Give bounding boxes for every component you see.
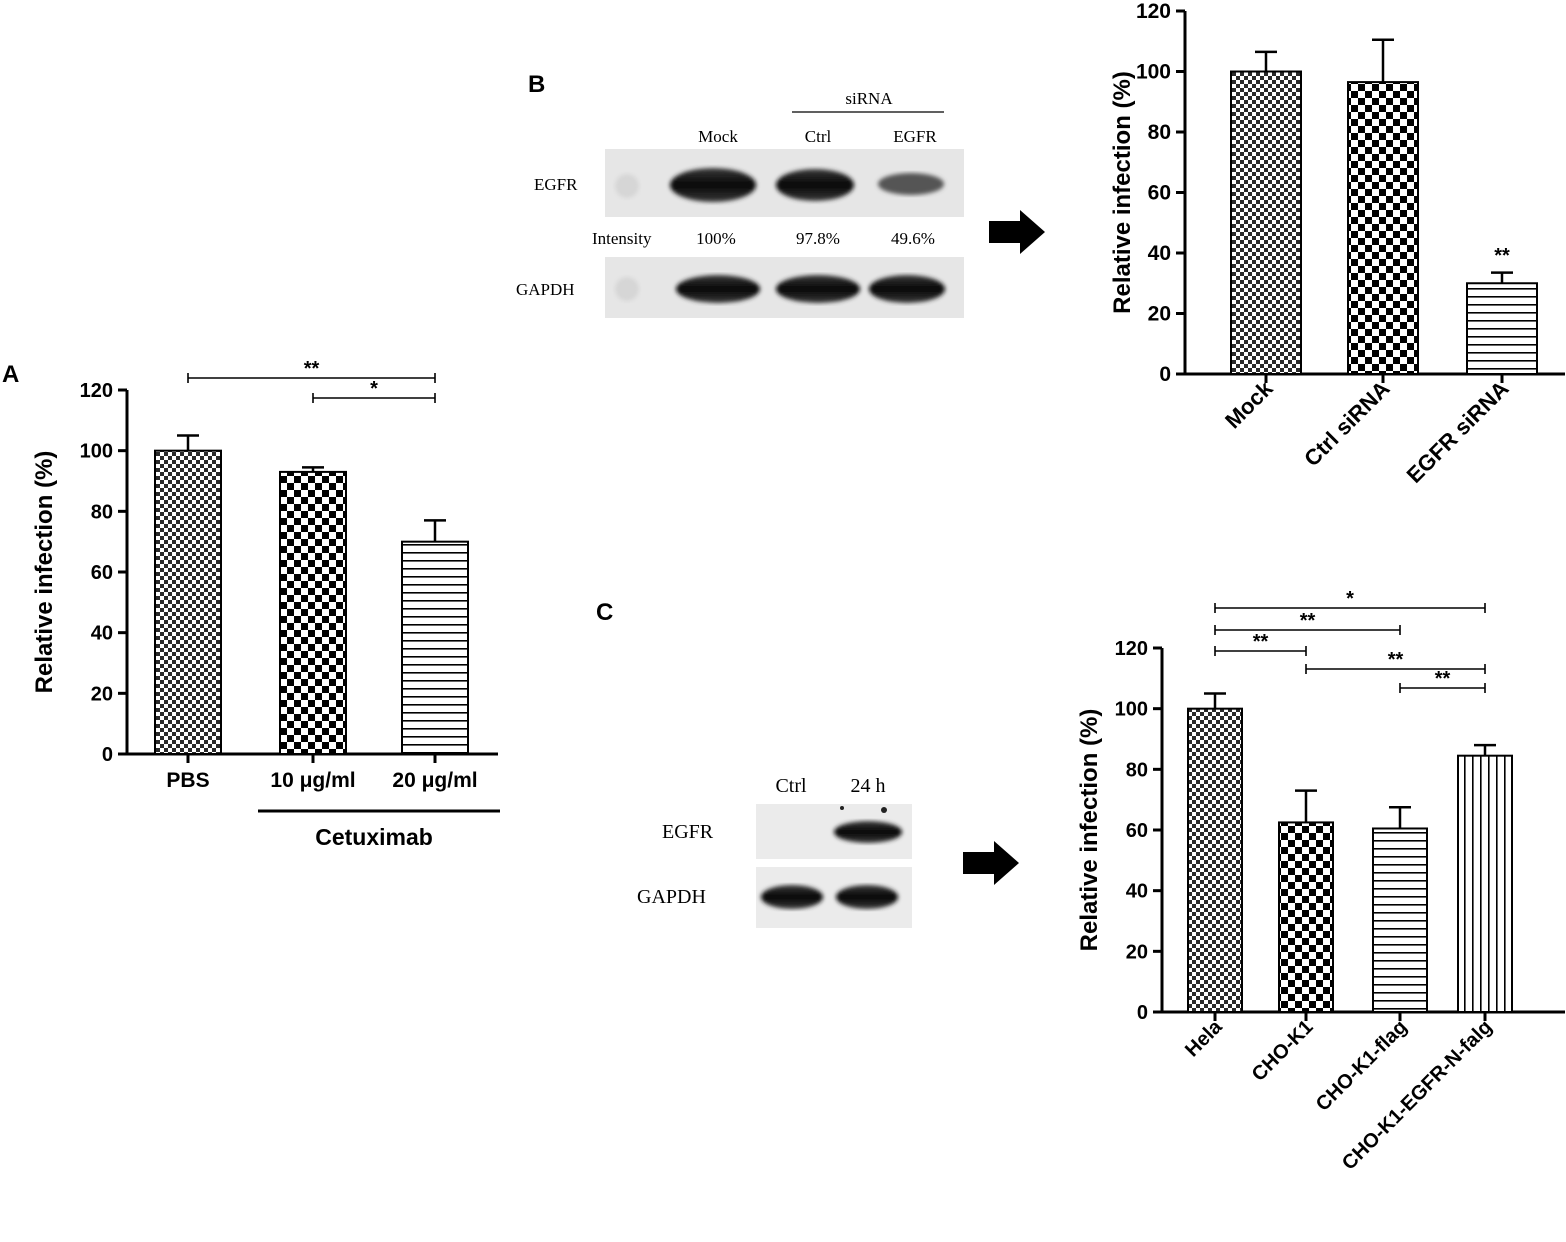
- blot-c-gapdh-band-ctrl: [761, 885, 823, 909]
- arrow-b-icon: [989, 210, 1045, 254]
- y-tick-label: 100: [1136, 61, 1171, 84]
- blot-c-speck: [840, 806, 844, 810]
- y-tick-label: 80: [1126, 759, 1148, 781]
- chart-b: 0 20 40 60 80 100 120 Relative infection (%) Moc…: [1109, 0, 1565, 488]
- blot-b-gapdh-band-egfr: [869, 275, 945, 303]
- panel-letter-c: C: [596, 599, 613, 626]
- bar: [1278, 821, 1334, 1014]
- x-tick-label: EGFR siRNA: [1402, 376, 1514, 488]
- blot-b-intensity-egfr: 49.6%: [891, 229, 935, 248]
- bar: [1187, 707, 1243, 1014]
- significance-label: **: [1388, 649, 1404, 671]
- blot-c-row-gapdh: GAPDH: [637, 886, 706, 908]
- y-tick-label: 80: [91, 501, 113, 523]
- blot-b-intensity-ctrl: 97.8%: [796, 229, 840, 248]
- blot-b-egfr-faint-band: [615, 174, 639, 198]
- western-blot-c: Ctrl 24 h EGFR GAPDH: [637, 775, 912, 928]
- y-tick-label: 0: [102, 744, 113, 766]
- blot-b-lane-egfr: EGFR: [893, 127, 937, 146]
- blot-c-lane-ctrl: Ctrl: [775, 775, 807, 797]
- x-tick-label: Hela: [1181, 1015, 1227, 1061]
- y-tick-label: 20: [1126, 941, 1148, 963]
- y-tick-label: 100: [1115, 699, 1148, 721]
- blot-b-row-gapdh: GAPDH: [516, 280, 575, 299]
- y-tick-label: 40: [91, 623, 113, 645]
- blot-b-row-egfr: EGFR: [534, 175, 578, 194]
- blot-b-intensity-mock: 100%: [696, 229, 736, 248]
- blot-c-gapdh-band-24h: [836, 885, 898, 909]
- chart-c: 0 20 40 60 80 100 120 Relative infection (%) Hel…: [1076, 588, 1565, 1175]
- y-tick-label: 120: [80, 380, 113, 402]
- x-tick-label: Mock: [1220, 375, 1278, 433]
- significance-label: *: [370, 378, 378, 400]
- y-tick-label: 20: [91, 683, 113, 705]
- y-tick-label: 60: [1148, 182, 1171, 205]
- y-tick-label: 0: [1137, 1002, 1148, 1024]
- bar-annotation: **: [1494, 245, 1510, 267]
- blot-b-gapdh-faint-band: [615, 277, 639, 301]
- blot-b-gapdh-band-ctrl: [776, 275, 860, 303]
- blot-c-row-egfr: EGFR: [662, 821, 714, 843]
- blot-b-lane-ctrl: Ctrl: [805, 127, 832, 146]
- blot-b-egfr-band-egfr: [878, 173, 944, 195]
- significance-label: *: [1346, 588, 1354, 610]
- blot-c-lane-24h: 24 h: [851, 775, 886, 797]
- blot-b-lane-mock: Mock: [698, 127, 738, 146]
- bar: [279, 470, 347, 755]
- y-tick-label: 120: [1115, 638, 1148, 660]
- blot-b-group-label: siRNA: [845, 89, 893, 108]
- significance-label: **: [304, 358, 320, 380]
- western-blot-b: siRNA Mock Ctrl EGFR EGFR Intensity 100%…: [516, 89, 964, 318]
- y-tick-label: 40: [1148, 242, 1171, 265]
- y-tick-label: 100: [80, 441, 113, 463]
- y-axis-label: Relative infection (%): [31, 451, 58, 694]
- bar: [154, 449, 222, 755]
- significance-label: **: [1253, 631, 1269, 653]
- arrow-c-icon: [963, 841, 1019, 885]
- bar: [1230, 70, 1302, 375]
- blot-c-egfr-band-24h: [834, 821, 902, 843]
- x-tick-label: 10 μg/ml: [270, 769, 355, 792]
- x-tick-label: 20 μg/ml: [392, 769, 477, 792]
- panel-letter-a: A: [2, 361, 19, 388]
- bar: [1466, 282, 1538, 375]
- bar: [1347, 81, 1419, 376]
- x-tick-label: CHO-K1-EGFR-N-falg: [1338, 1016, 1497, 1175]
- panel-letter-b: B: [528, 71, 545, 98]
- x-tick-label: CHO-K1: [1248, 1016, 1318, 1086]
- x-tick-label: Ctrl siRNA: [1299, 376, 1395, 472]
- bar: [1372, 827, 1428, 1013]
- bar: [401, 540, 469, 756]
- y-axis-label: Relative infection (%): [1109, 71, 1136, 314]
- y-tick-label: 120: [1136, 0, 1171, 23]
- blot-c-speck: [881, 807, 887, 813]
- y-tick-label: 20: [1148, 303, 1171, 326]
- y-tick-label: 60: [91, 562, 113, 584]
- y-tick-label: 60: [1126, 820, 1148, 842]
- y-tick-label: 0: [1159, 363, 1171, 386]
- bar: [1457, 754, 1513, 1014]
- y-tick-label: 40: [1126, 881, 1148, 903]
- blot-b-egfr-band-mock: [670, 168, 756, 202]
- blot-b-intensity-label: Intensity: [592, 229, 652, 248]
- blot-b-egfr-band-ctrl: [776, 169, 854, 201]
- y-tick-label: 80: [1148, 121, 1171, 144]
- significance-label: **: [1435, 668, 1451, 690]
- y-axis-label: Relative infection (%): [1076, 709, 1103, 952]
- chart-a: 0 20 40 60 80 100 120 Relative infection (%) PBS…: [31, 358, 500, 850]
- blot-b-gapdh-band-mock: [676, 275, 760, 303]
- x-tick-label: PBS: [166, 769, 209, 792]
- group-label: Cetuximab: [315, 824, 433, 850]
- significance-label: **: [1300, 610, 1316, 632]
